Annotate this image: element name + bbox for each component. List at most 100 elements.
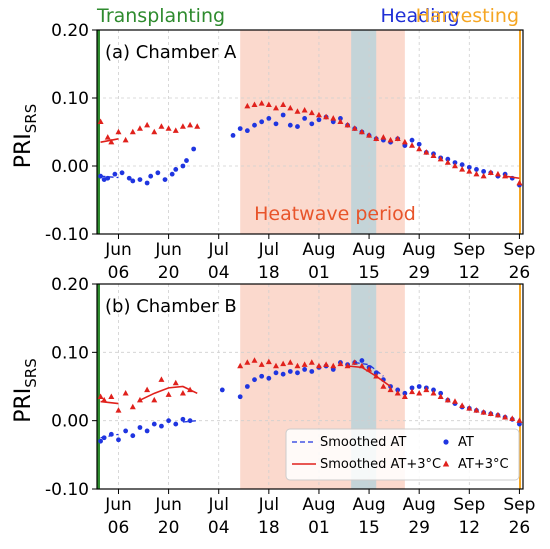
at3-point [287, 359, 294, 365]
at-point [155, 170, 161, 176]
at-point [244, 384, 250, 389]
at3-point [380, 383, 387, 389]
legend-label: AT+3°C [458, 457, 509, 472]
at-point [359, 358, 365, 363]
at3-point [151, 396, 158, 403]
at3-point [129, 128, 136, 135]
at3-point [337, 118, 344, 124]
at-point [151, 421, 157, 427]
at-point [230, 133, 236, 138]
at3-point [516, 417, 523, 423]
at3-point [337, 360, 344, 367]
y-axis-label-main: PRI [11, 388, 36, 423]
at-point [280, 371, 286, 377]
at3-point [251, 101, 258, 107]
legend: Smoothed AT AT Smoothed AT+3°C AT+3°C [285, 428, 520, 481]
x-tick-label-day: 26 [509, 518, 531, 538]
series-at3-solid [100, 365, 392, 405]
panel-title: (a) Chamber A [105, 42, 237, 63]
at3-point [494, 411, 501, 418]
series-at-dashed [100, 361, 384, 439]
y-tick-label: 0.00 [51, 157, 89, 177]
x-tick-label-day: 29 [408, 263, 430, 283]
x-tick-label-day: 26 [509, 263, 531, 283]
at3-point [373, 135, 380, 141]
at3-point [430, 390, 437, 396]
x-tick-label-month: Jul [258, 495, 280, 515]
at3-point [129, 403, 136, 410]
at3-point [444, 396, 451, 403]
smoothed-at-line [354, 361, 384, 377]
at3-point [394, 390, 401, 396]
at3-point [97, 393, 104, 399]
at-point [402, 143, 408, 149]
at-point [162, 177, 168, 183]
stage-label-harvesting: Harvesting [416, 5, 519, 27]
at3-point [301, 361, 308, 367]
at3-point [430, 152, 437, 158]
at-point [517, 421, 522, 427]
at3-point [151, 128, 158, 135]
at-point [144, 180, 150, 186]
at3-point [115, 128, 122, 135]
at-point [474, 167, 479, 172]
at3-point [122, 136, 129, 143]
y-tick-label: 0.20 [51, 21, 89, 41]
transplant-marker [97, 284, 100, 489]
at-point [237, 394, 243, 400]
at3-point [172, 127, 179, 133]
at-point [259, 119, 265, 125]
at-point [309, 121, 315, 127]
x-tick-label-day: 06 [108, 263, 130, 283]
at-point [402, 390, 408, 396]
stage-label-heading: Heading [380, 5, 459, 27]
at3-point [104, 134, 111, 140]
at-point [287, 369, 293, 374]
smoothed-at-line [182, 420, 198, 423]
at3-point [459, 166, 466, 172]
x-tick-label-month: Sep [503, 495, 535, 515]
at-point [295, 124, 300, 129]
x-tick-label-day: 12 [458, 518, 480, 538]
at3-point [401, 393, 408, 399]
at-point [295, 370, 300, 376]
at3-point [179, 390, 186, 396]
at3-point [144, 121, 151, 128]
at-point [130, 433, 136, 439]
legend-circle-swatch [443, 439, 449, 445]
smoothed-at3-line [100, 138, 119, 143]
at3-point [258, 100, 265, 106]
at-point [148, 173, 154, 179]
at3-point [272, 362, 279, 369]
at3-point [280, 360, 287, 367]
at-point [119, 170, 125, 176]
at3-point [494, 170, 501, 177]
at3-point [115, 407, 122, 413]
x-tick-label-day: 18 [258, 518, 280, 538]
at3-point [394, 135, 401, 141]
x-tick-label-day: 20 [158, 263, 180, 283]
chamber-a-panel: -0.10 0.00 0.10 0.20 Jun 06 Jun 20 Jul 04 Jul 18 Aug… [11, 21, 535, 283]
smoothed-at-line [100, 175, 119, 179]
smoothed-at3-line [347, 365, 392, 388]
at-point [280, 112, 286, 118]
heatwave-annotation: Heatwave period [254, 203, 416, 225]
x-tick-label-month: Aug [403, 240, 436, 260]
at3-point [165, 391, 172, 397]
at3-point [344, 121, 351, 128]
panel-title: (b) Chamber B [105, 296, 237, 317]
smoothed-at-line [100, 433, 119, 439]
transplant-marker [97, 30, 100, 234]
legend-label: Smoothed AT [320, 435, 406, 450]
at3-point [251, 357, 258, 363]
chamber-b-panel: -0.10 0.00 0.10 0.20 Jun 06 Jun 20 Jul 04 Jul 18 Aug… [11, 275, 535, 538]
at-point [137, 425, 143, 430]
at-point [184, 158, 189, 163]
at-point [416, 141, 422, 147]
at3-point [294, 108, 301, 114]
series-at3-points [97, 357, 523, 423]
at-point [395, 387, 401, 393]
at3-point [423, 386, 430, 393]
x-tick-label-day: 18 [258, 263, 280, 283]
